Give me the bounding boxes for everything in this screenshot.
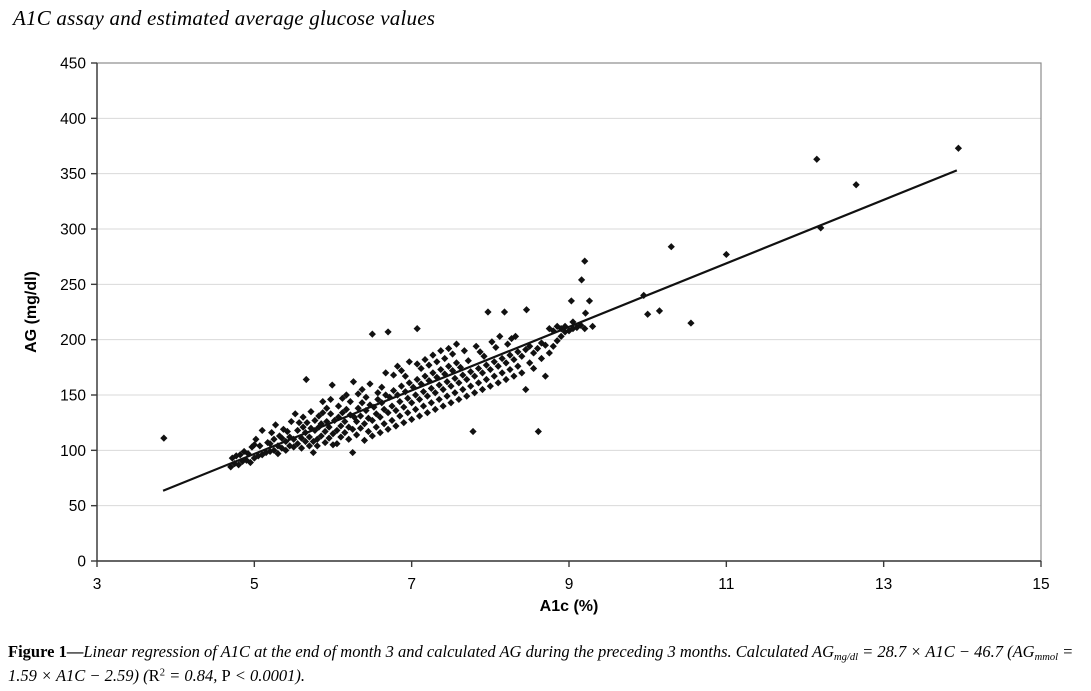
y-tick-labels: 0 50 100 150 200 250 300 350 400 450 [60, 56, 86, 571]
caption-segment: Figure 1— [8, 642, 84, 661]
axes [91, 62, 1042, 567]
caption-segment: = 28.7 × A1C − 46.7 (AG [858, 642, 1035, 661]
svg-text:350: 350 [60, 166, 86, 183]
svg-text:3: 3 [93, 576, 102, 593]
svg-text:300: 300 [60, 222, 86, 239]
svg-text:13: 13 [875, 576, 892, 593]
page-title: A1C assay and estimated average glucose … [13, 6, 436, 30]
y-axis-title: AG (mg/dl) [23, 271, 40, 353]
plot-svg: 0 50 100 150 200 250 300 350 400 450 3 5 7 9 11 13 15 AG … [23, 56, 1050, 616]
svg-text:11: 11 [718, 576, 734, 593]
svg-text:250: 250 [60, 277, 86, 294]
svg-text:5: 5 [250, 576, 259, 593]
svg-text:200: 200 [60, 332, 86, 349]
caption-segment: < 0.0001). [230, 666, 306, 686]
caption-segment: = 0.84, [164, 666, 222, 686]
svg-text:0: 0 [77, 554, 86, 571]
scatter-chart: 0 50 100 150 200 250 300 350 400 450 3 5 7 9 11 13 15 AG … [23, 56, 1050, 616]
svg-text:50: 50 [69, 498, 87, 515]
svg-text:9: 9 [565, 576, 574, 593]
caption-segment: R [148, 666, 160, 686]
svg-text:7: 7 [407, 576, 416, 593]
figure-caption: Figure 1—Linear regression of A1C at the… [8, 641, 1083, 687]
plot-border [96, 62, 1042, 562]
trend-line [162, 169, 958, 492]
caption-segment: 2 [159, 667, 165, 679]
svg-text:150: 150 [60, 388, 86, 405]
y-gridlines [97, 117, 1041, 507]
x-tick-labels: 3 5 7 9 11 13 15 [93, 576, 1050, 593]
svg-text:15: 15 [1032, 576, 1049, 593]
svg-text:100: 100 [60, 443, 86, 460]
caption-segment: = 1.59 × A1C − 2.59) ( [8, 642, 1074, 686]
caption-segment: Linear regression of A1C at the end of m… [83, 642, 835, 661]
x-axis-title: A1c (%) [540, 598, 599, 615]
caption-segment: P [221, 666, 231, 686]
caption-segment: mg/dl [834, 652, 859, 664]
data-points [160, 144, 962, 471]
svg-text:400: 400 [60, 111, 86, 128]
caption-segment: mmol [1034, 652, 1059, 664]
svg-text:450: 450 [60, 56, 86, 73]
